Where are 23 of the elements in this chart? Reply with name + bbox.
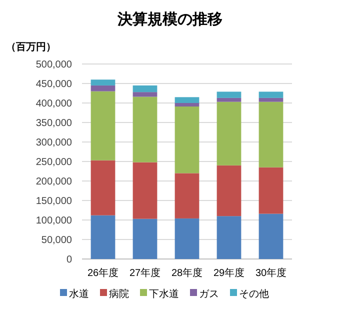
ytick: 100,000 (36, 216, 72, 226)
legend-label: ガス (199, 289, 219, 300)
ytick: 350,000 (36, 118, 72, 129)
ytick: 450,000 (36, 79, 72, 90)
ytick: 250,000 (36, 157, 72, 168)
xtick: 30年度 (255, 268, 287, 279)
ytick: 0 (66, 254, 72, 266)
ylabel: （百万円） (6, 42, 56, 53)
ytick: 500,000 (36, 60, 72, 70)
xtick: 29年度 (213, 268, 245, 279)
legend-label: 病院 (109, 289, 129, 300)
xtick: 26年度 (87, 268, 119, 279)
ytick: 50,000 (41, 235, 72, 246)
legend-label: 下水道 (149, 289, 179, 300)
ytick: 200,000 (36, 176, 72, 188)
legend-label: その他 (239, 289, 269, 300)
ytick: 150,000 (36, 196, 72, 207)
title: 決算規模の推移 (118, 11, 222, 28)
xtick: 27年度 (129, 268, 161, 279)
xtick: 28年度 (171, 268, 203, 279)
ytick: 300,000 (36, 138, 72, 148)
legend-label: 水道 (69, 289, 89, 300)
ytick: 400,000 (36, 98, 72, 110)
